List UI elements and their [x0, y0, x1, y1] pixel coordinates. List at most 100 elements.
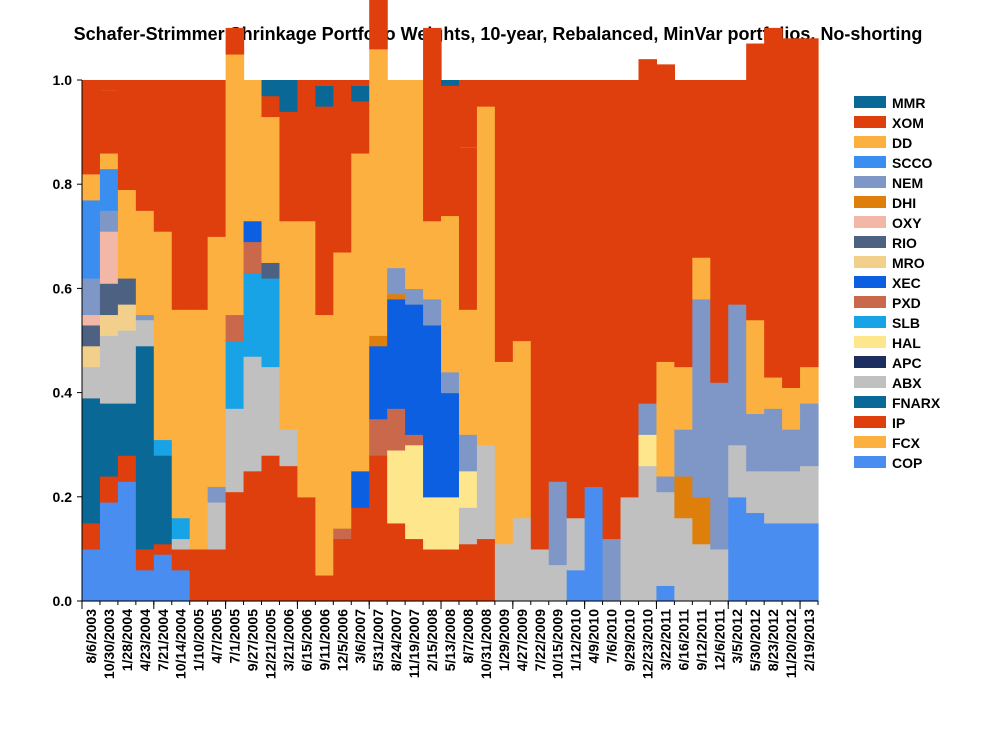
segment-ip: [333, 538, 352, 602]
legend-label-dhi: DHI: [892, 195, 916, 211]
chart-title: Schafer-Strimmer Shrinkage Portfolio Wei…: [74, 24, 923, 44]
segment-xom: [117, 80, 137, 191]
x-tick-label: 9/29/2010: [622, 609, 638, 671]
segment-cop: [782, 522, 801, 602]
y-tick-label: 0.8: [53, 176, 73, 192]
segment-hal: [387, 449, 406, 524]
x-tick-label: 3/22/2011: [657, 609, 673, 671]
segment-oxy: [82, 314, 101, 326]
segment-dd: [476, 106, 496, 446]
x-tick-label: 9/11/2006: [316, 609, 332, 671]
segment-xom: [512, 80, 532, 342]
legend-swatch-scco: [854, 156, 886, 168]
segment-abx: [746, 470, 765, 514]
segment-xom: [764, 27, 783, 378]
segment-nem: [656, 475, 675, 493]
segment-abx: [99, 335, 119, 404]
segment-xom: [584, 80, 604, 487]
segment-pxd: [387, 408, 406, 451]
legend-label-cop: COP: [892, 455, 922, 471]
segment-cop: [171, 569, 191, 602]
segment-xec: [369, 345, 388, 420]
x-tick-label: 7/21/2004: [155, 609, 171, 671]
segment-dd: [261, 116, 281, 263]
segment-dd: [692, 257, 711, 300]
segment-slb: [261, 277, 281, 368]
segment-mmr: [441, 80, 460, 86]
segment-cop: [566, 569, 586, 602]
segment-xom: [692, 80, 711, 258]
segment-nem: [674, 429, 693, 477]
segment-pxd: [225, 314, 245, 342]
segment-abx: [530, 548, 550, 602]
segment-xom: [153, 80, 173, 232]
segment-cop: [117, 481, 137, 602]
x-tick-label: 12/5/2006: [334, 609, 350, 671]
segment-xom: [476, 80, 496, 107]
segment-xom: [458, 147, 478, 310]
segment-dd: [243, 80, 263, 222]
segment-abx: [674, 517, 693, 602]
segment-dhi: [387, 293, 406, 300]
segment-abx: [494, 543, 514, 602]
legend-label-rio: RIO: [892, 235, 917, 251]
legend-label-nem: NEM: [892, 175, 923, 191]
segment-xec: [387, 298, 406, 409]
segment-dd: [387, 80, 406, 269]
x-tick-label: 7/6/2010: [604, 609, 620, 664]
segment-fnarx: [99, 403, 119, 477]
x-tick-label: 10/15/2009: [550, 609, 566, 679]
segment-pxd: [333, 528, 352, 540]
legend-label-scco: SCCO: [892, 155, 933, 171]
legend-swatch-abx: [854, 376, 886, 388]
segment-dd: [656, 361, 675, 477]
segment-xom: [746, 43, 765, 321]
legend-label-hal: HAL: [892, 335, 921, 351]
segment-nem: [764, 408, 783, 472]
segment-xom: [279, 111, 299, 222]
x-tick-label: 3/5/2012: [729, 609, 745, 664]
segment-ip: [153, 543, 173, 555]
legend-label-abx: ABX: [892, 375, 922, 391]
x-tick-label: 12/6/2011: [711, 609, 727, 671]
segment-abx: [476, 444, 496, 540]
segment-slb: [153, 439, 173, 456]
segment-dhi: [692, 496, 711, 545]
segment-cop: [728, 496, 747, 602]
segment-xom: [494, 80, 514, 362]
legend-label-mro: MRO: [892, 255, 925, 271]
segment-ip: [225, 491, 245, 602]
legend-label-slb: SLB: [892, 315, 920, 331]
segment-nem: [548, 481, 568, 566]
segment-nem: [207, 486, 227, 503]
segment-dd: [512, 340, 532, 519]
segment-rio: [82, 324, 101, 347]
legend-swatch-ip: [854, 416, 886, 428]
segment-xom: [351, 100, 370, 154]
segment-rio: [99, 283, 119, 316]
segment-xom: [530, 80, 550, 550]
segment-ip: [387, 522, 406, 602]
x-tick-label: 7/22/2009: [532, 609, 548, 671]
segment-abx: [638, 465, 658, 602]
segment-xom: [207, 80, 227, 237]
segment-dd: [171, 309, 191, 519]
segment-mro: [99, 314, 119, 336]
segment-xom: [602, 80, 622, 540]
x-tick-label: 5/31/2007: [370, 609, 386, 671]
segment-hal: [405, 444, 424, 540]
segment-abx: [710, 548, 729, 602]
legend-label-apc: APC: [892, 355, 922, 371]
segment-ip: [315, 574, 334, 602]
segment-dd: [333, 251, 352, 529]
segment-xom: [82, 80, 101, 143]
segment-dd: [800, 366, 819, 404]
segment-nem: [728, 304, 747, 446]
segment-dd: [225, 53, 245, 316]
segment-abx: [782, 470, 801, 524]
segment-dd: [764, 376, 783, 409]
segment-nem: [441, 371, 460, 394]
segment-ip: [135, 548, 155, 571]
segment-ip: [405, 538, 424, 602]
